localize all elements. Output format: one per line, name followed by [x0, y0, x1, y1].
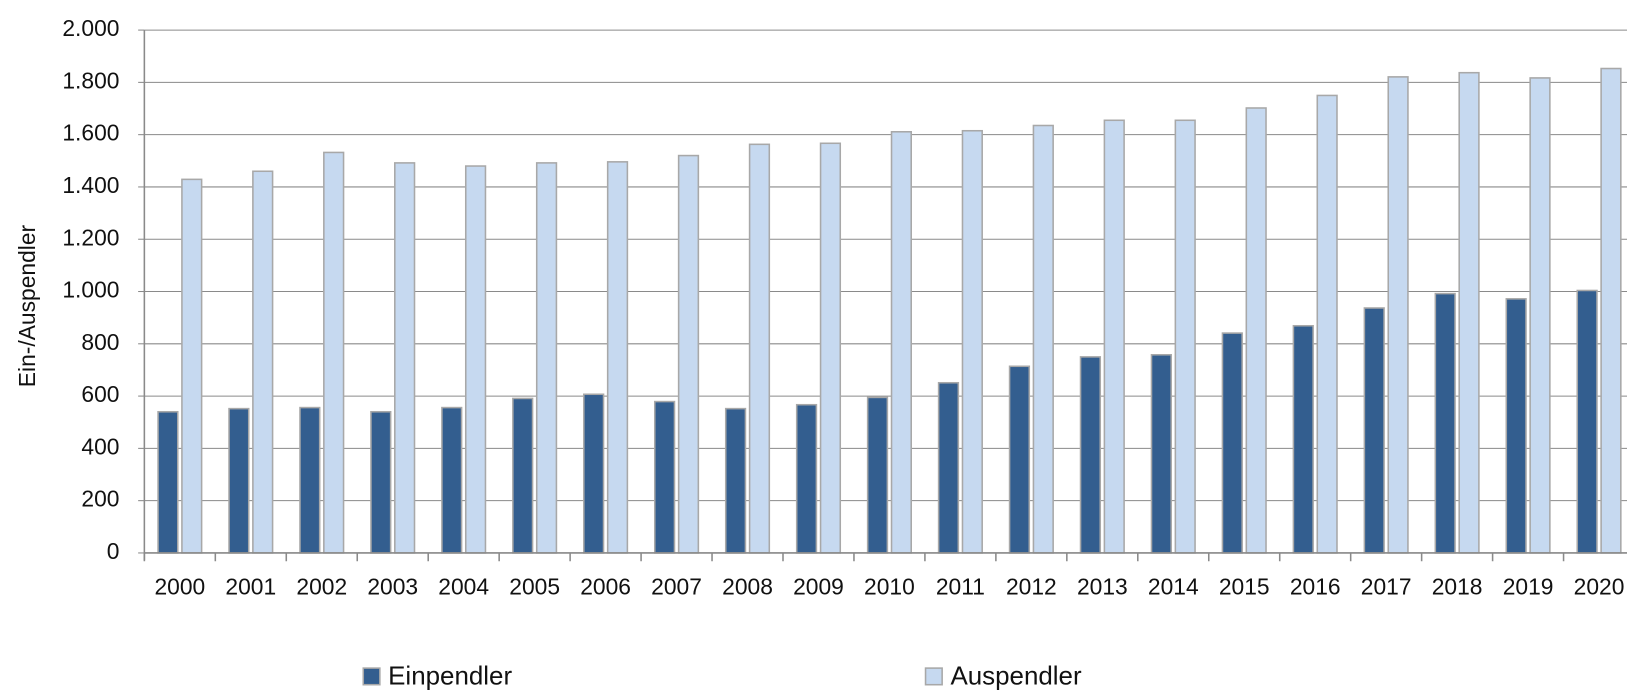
x-tick-label: 2020: [1574, 573, 1625, 599]
x-tick-label: 2003: [367, 573, 418, 599]
bar: [606, 161, 629, 554]
bar: [1505, 298, 1527, 554]
x-tick-label: 2017: [1361, 573, 1412, 599]
bar: [181, 178, 203, 554]
bar: [1434, 292, 1456, 554]
bar: [795, 403, 818, 554]
bar: [228, 407, 250, 554]
bar: [1458, 71, 1480, 554]
y-tick-label: 200: [81, 486, 119, 512]
x-tick-label: 2001: [225, 573, 276, 599]
bar: [252, 170, 274, 554]
x-tick-label: 2006: [580, 573, 631, 599]
y-tick-label: 0: [107, 538, 120, 564]
legend-label: Einpendler: [388, 662, 512, 690]
bar: [937, 381, 960, 554]
bar: [1032, 124, 1054, 554]
bar: [535, 162, 558, 554]
legend-swatch: [362, 667, 381, 686]
x-tick-label: 2010: [864, 573, 915, 599]
bar: [1600, 67, 1622, 554]
bar: [1576, 289, 1598, 554]
bar: [724, 407, 747, 554]
bar: [1316, 94, 1338, 554]
x-tick-label: 2019: [1503, 573, 1554, 599]
y-tick-label: 1.600: [62, 120, 119, 146]
x-tick-label: 2007: [651, 573, 702, 599]
legend-label: Auspendler: [950, 662, 1082, 690]
bar: [653, 400, 676, 554]
bar: [1103, 119, 1125, 554]
bar: [961, 129, 983, 554]
y-tick-label: 600: [81, 381, 119, 407]
x-tick-label: 2016: [1290, 573, 1341, 599]
bar: [1221, 332, 1243, 554]
bar: [441, 406, 463, 554]
y-tick-label: 1.800: [62, 67, 119, 93]
y-tick-label: 1.200: [62, 224, 119, 250]
bar: [1079, 356, 1102, 554]
y-tick-label: 1.400: [62, 172, 119, 198]
x-tick-label: 2005: [509, 573, 560, 599]
x-tick-label: 2018: [1432, 573, 1483, 599]
bar: [299, 406, 321, 554]
x-tick-label: 2000: [154, 573, 205, 599]
x-tick-label: 2015: [1219, 573, 1270, 599]
x-tick-label: 2013: [1077, 573, 1128, 599]
bar: [819, 142, 842, 554]
x-tick-label: 2004: [438, 573, 489, 599]
bar: [583, 393, 605, 554]
bar: [323, 151, 345, 554]
legend-swatch: [924, 667, 943, 686]
x-tick-label: 2002: [296, 573, 347, 599]
bar: [1387, 76, 1409, 554]
y-tick-label: 2.000: [62, 15, 119, 41]
y-axis-title: Ein-/Auspendler: [14, 224, 40, 387]
bar: [1529, 77, 1551, 554]
bar: [1150, 354, 1172, 554]
bar: [464, 165, 487, 554]
bar: [748, 143, 771, 554]
bar: [890, 131, 913, 554]
bar: [677, 154, 700, 554]
bar: [866, 396, 889, 554]
x-tick-label: 2011: [936, 573, 985, 599]
x-tick-label: 2008: [722, 573, 773, 599]
bar: [1292, 324, 1314, 554]
bar: [1008, 365, 1031, 554]
y-tick-label: 800: [81, 329, 119, 355]
bar: [512, 397, 534, 554]
y-tick-label: 400: [81, 433, 119, 459]
x-tick-label: 2009: [793, 573, 844, 599]
bar: [157, 410, 179, 554]
bar: [1174, 119, 1196, 554]
bar: [370, 410, 392, 554]
x-tick-label: 2014: [1148, 573, 1199, 599]
x-tick-label: 2012: [1006, 573, 1057, 599]
bar: [394, 162, 416, 554]
y-tick-label: 1.000: [62, 277, 119, 303]
bar: [1363, 307, 1385, 554]
bar: [1245, 107, 1267, 554]
